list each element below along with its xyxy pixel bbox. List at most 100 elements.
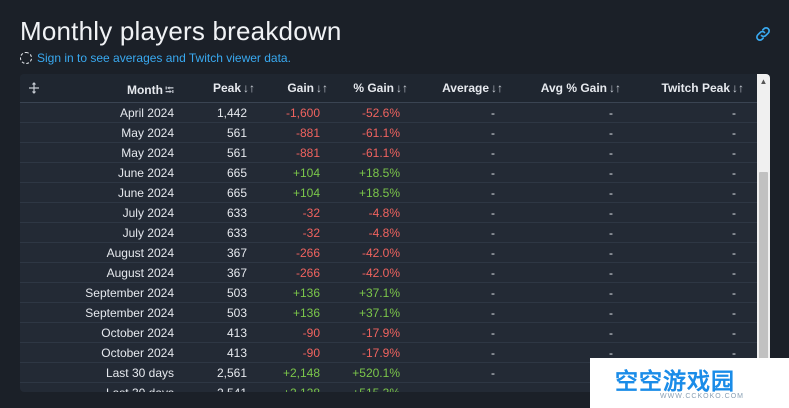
cell-month: April 2024 <box>119 106 174 120</box>
cell-gain: +2,128 <box>283 386 320 392</box>
cell-avg: - <box>491 286 495 300</box>
cell-avg_pct: - <box>609 286 613 300</box>
link-icon[interactable] <box>754 25 772 43</box>
cell-pct: -42.0% <box>361 266 400 280</box>
cell-gain: -1,600 <box>285 106 320 120</box>
players-table: Month ⭾ Peak ↓↑ Gain ↓↑ % Gain ↓↑ Average ↓↑ … <box>20 74 770 392</box>
cell-peak: 503 <box>226 306 247 320</box>
cell-pct: +37.1% <box>358 286 400 300</box>
cell-month: June 2024 <box>117 186 174 200</box>
cell-avg_pct: - <box>609 206 613 220</box>
scroll-thumb[interactable] <box>759 172 768 372</box>
table-body: April 2024 1,442 -1,600 -52.6% - - - May 2024 56… <box>20 103 757 392</box>
col-avg-pct-gain[interactable]: Avg % Gain ↓↑ <box>541 81 621 95</box>
cell-twitch: - <box>732 106 736 120</box>
cell-twitch: - <box>732 306 736 320</box>
signin-text[interactable]: Sign in to see averages and Twitch viewe… <box>37 51 291 65</box>
table-row: July 2024 633 -32 -4.8% - - - <box>20 203 757 223</box>
cell-peak: 2,561 <box>216 366 247 380</box>
table-row: August 2024 367 -266 -42.0% - - - <box>20 243 757 263</box>
col-twitch-peak[interactable]: Twitch Peak ↓↑ <box>662 81 744 95</box>
cell-twitch: - <box>732 126 736 140</box>
cell-avg: - <box>491 386 495 392</box>
cell-gain: -90 <box>302 326 320 340</box>
cell-peak: 633 <box>226 226 247 240</box>
cell-peak: 665 <box>226 186 247 200</box>
sort-icon: ↓↑ <box>243 81 255 95</box>
cell-pct: +520.1% <box>352 366 400 380</box>
drag-handle-icon[interactable] <box>28 82 40 94</box>
cell-peak: 367 <box>226 246 247 260</box>
cell-peak: 413 <box>226 346 247 360</box>
cell-avg: - <box>491 206 495 220</box>
cell-gain: -266 <box>295 246 320 260</box>
cell-twitch: - <box>732 326 736 340</box>
cell-peak: 561 <box>226 146 247 160</box>
cell-avg_pct: - <box>609 186 613 200</box>
sort-icon: ⭾ <box>164 83 174 97</box>
table-row: September 2024 503 +136 +37.1% - - - <box>20 303 757 323</box>
cell-avg_pct: - <box>609 126 613 140</box>
cell-avg: - <box>491 306 495 320</box>
cell-month: October 2024 <box>101 326 174 340</box>
col-gain[interactable]: Gain ↓↑ <box>287 81 328 95</box>
cell-gain: +104 <box>292 166 320 180</box>
watermark-subtext: WWW.CCKOKO.COM <box>660 393 744 400</box>
cell-pct: +18.5% <box>358 166 400 180</box>
cell-pct: -52.6% <box>361 106 400 120</box>
table-row: April 2024 1,442 -1,600 -52.6% - - - <box>20 103 757 123</box>
cell-avg_pct: - <box>609 306 613 320</box>
cell-month: September 2024 <box>85 306 174 320</box>
cell-avg: - <box>491 146 495 160</box>
cell-month: Last 30 days <box>105 366 174 380</box>
cell-peak: 561 <box>226 126 247 140</box>
table-row: October 2024 413 -90 -17.9% - - - <box>20 343 757 363</box>
cell-month: May 2024 <box>121 146 174 160</box>
scroll-up-arrow-icon[interactable]: ▲ <box>759 77 768 86</box>
cell-peak: 2,541 <box>217 386 247 392</box>
cell-month: August 2024 <box>106 266 174 280</box>
spinner-icon <box>20 52 32 64</box>
table-row: August 2024 367 -266 -42.0% - - - <box>20 263 757 283</box>
cell-avg: - <box>491 346 495 360</box>
page-title: Monthly players breakdown <box>20 16 342 46</box>
table-row: September 2024 503 +136 +37.1% - - - <box>20 283 757 303</box>
cell-twitch: - <box>732 206 736 220</box>
cell-month: September 2024 <box>85 286 174 300</box>
cell-avg: - <box>491 166 495 180</box>
signin-link[interactable]: Sign in to see averages and Twitch viewe… <box>20 51 291 65</box>
table-row: July 2024 633 -32 -4.8% - - - <box>20 223 757 243</box>
cell-gain: +2,148 <box>282 366 320 380</box>
cell-gain: +136 <box>292 306 320 320</box>
cell-gain: -881 <box>295 146 320 160</box>
cell-peak: 1,442 <box>216 106 247 120</box>
cell-peak: 665 <box>226 166 247 180</box>
col-peak[interactable]: Peak ↓↑ <box>213 81 255 95</box>
cell-pct: +18.5% <box>358 186 400 200</box>
cell-avg: - <box>491 186 495 200</box>
col-pct-gain[interactable]: % Gain ↓↑ <box>353 81 408 95</box>
cell-gain: +104 <box>292 186 320 200</box>
cell-twitch: - <box>732 226 736 240</box>
cell-gain: -32 <box>302 226 320 240</box>
cell-pct: -4.8% <box>368 226 400 240</box>
col-month[interactable]: Month ⭾ <box>127 81 174 102</box>
cell-avg_pct: - <box>609 266 613 280</box>
cell-avg: - <box>491 246 495 260</box>
cell-twitch: - <box>732 166 736 180</box>
col-gain-label: Gain <box>287 81 314 95</box>
cell-gain: +136 <box>292 286 320 300</box>
col-average[interactable]: Average ↓↑ <box>442 81 503 95</box>
cell-avg_pct: - <box>609 246 613 260</box>
cell-avg: - <box>491 106 495 120</box>
cell-twitch: - <box>732 186 736 200</box>
sort-icon: ↓↑ <box>396 81 408 95</box>
cell-gain: -266 <box>295 266 320 280</box>
cell-twitch: - <box>732 286 736 300</box>
cell-month: October 2024 <box>101 346 174 360</box>
scrollbar[interactable]: ▲ ▼ <box>757 74 770 392</box>
cell-pct: +37.1% <box>358 306 400 320</box>
sort-icon: ↓↑ <box>491 81 503 95</box>
col-month-label: Month <box>126 83 163 97</box>
